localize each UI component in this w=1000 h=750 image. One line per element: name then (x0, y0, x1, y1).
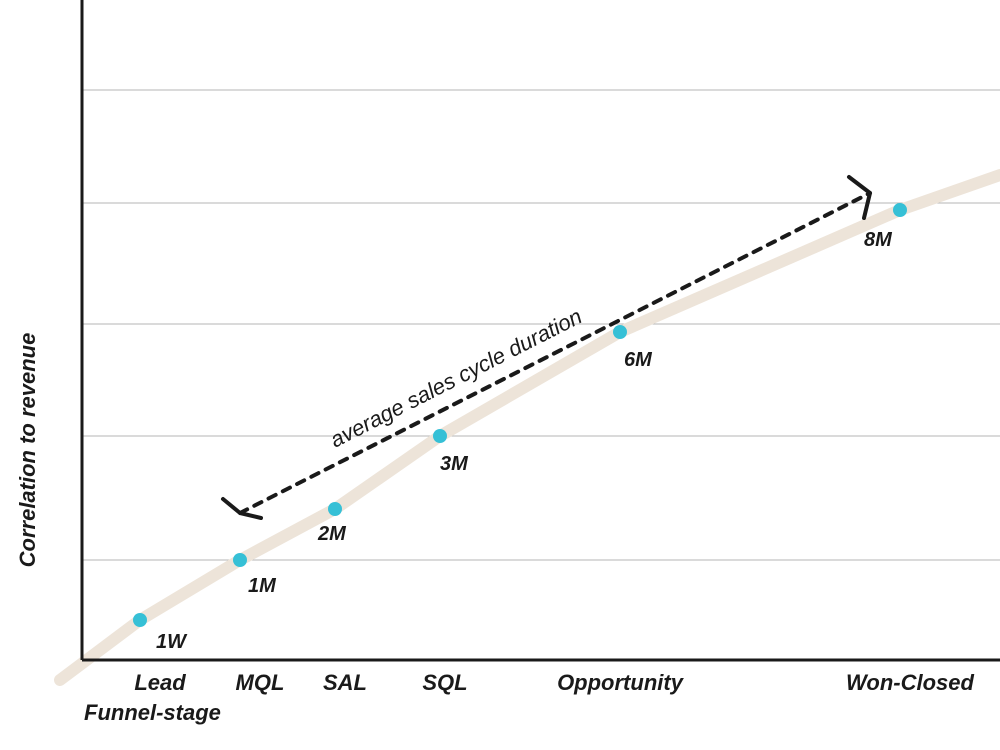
data-point-label: 3M (440, 453, 469, 475)
data-point-label: 8M (864, 229, 893, 251)
data-point (328, 502, 342, 516)
chart-background (0, 0, 1000, 750)
data-point (133, 613, 147, 627)
y-axis-title: Correlation to revenue (15, 333, 40, 568)
x-tick-label: MQL (236, 670, 285, 695)
x-tick-label: SQL (422, 670, 467, 695)
chart-svg: 1W Lead 1M MQL 2M SAL 3M SQL 6M Opportunity 8M Won-… (0, 0, 1000, 750)
x-tick-label: Lead (134, 670, 186, 695)
x-axis-title: Funnel-stage (84, 700, 221, 725)
data-point (233, 553, 247, 567)
data-point-label: 2M (317, 523, 347, 545)
data-point (893, 203, 907, 217)
data-point-label: 1M (248, 575, 277, 597)
funnel-correlation-chart: 1W Lead 1M MQL 2M SAL 3M SQL 6M Opportunity 8M Won-… (0, 0, 1000, 750)
data-point (433, 429, 447, 443)
data-point-label: 1W (156, 631, 188, 653)
x-tick-label: Won-Closed (846, 670, 974, 695)
x-tick-label: SAL (323, 670, 367, 695)
data-point-label: 6M (624, 349, 653, 371)
x-tick-label: Opportunity (557, 670, 685, 695)
data-point (613, 325, 627, 339)
